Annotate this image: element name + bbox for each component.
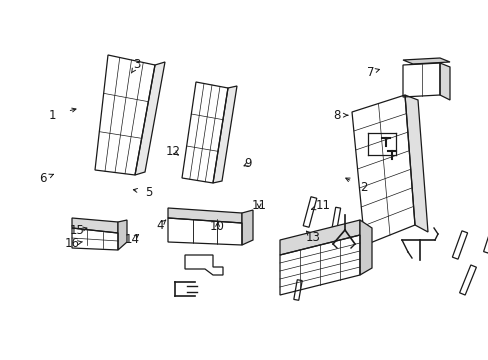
Polygon shape [118, 220, 127, 250]
Text: 4: 4 [156, 219, 164, 231]
Text: 3: 3 [133, 58, 141, 71]
Polygon shape [402, 58, 449, 64]
Text: 12: 12 [166, 145, 181, 158]
Text: 8: 8 [333, 109, 341, 122]
Polygon shape [72, 218, 118, 233]
Text: 7: 7 [366, 66, 374, 78]
Polygon shape [280, 220, 359, 255]
Text: 10: 10 [210, 220, 224, 233]
Text: 6: 6 [39, 172, 47, 185]
Text: 13: 13 [305, 231, 320, 244]
Text: 14: 14 [124, 233, 139, 246]
Polygon shape [242, 210, 252, 245]
Polygon shape [439, 63, 449, 100]
Text: 9: 9 [244, 157, 252, 170]
Text: 16: 16 [65, 237, 80, 250]
Polygon shape [213, 86, 237, 183]
Text: 11: 11 [315, 199, 329, 212]
Polygon shape [135, 62, 164, 175]
Text: 2: 2 [360, 181, 367, 194]
Polygon shape [404, 95, 427, 232]
Polygon shape [168, 208, 242, 223]
Text: 5: 5 [145, 186, 153, 199]
Text: 1: 1 [49, 109, 57, 122]
Text: 11: 11 [251, 199, 266, 212]
Text: 15: 15 [69, 224, 84, 237]
Polygon shape [359, 220, 371, 275]
